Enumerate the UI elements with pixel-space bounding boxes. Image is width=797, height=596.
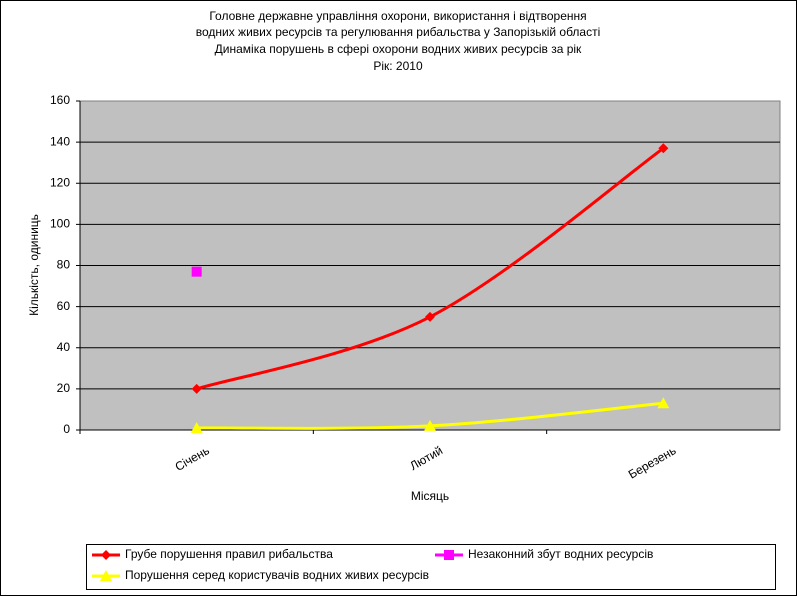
data-point [658,143,669,154]
chart-title: Рік: 2010 [373,59,423,73]
x-axis-label: Місяць [411,489,449,503]
data-point [425,311,435,322]
y-tick-label: 140 [50,134,70,148]
y-tick-label: 160 [50,93,70,107]
data-point [191,383,202,394]
data-point [191,266,202,277]
y-tick-label: 0 [63,422,70,436]
y-tick-label: 40 [57,340,71,354]
y-tick-label: 100 [50,217,70,231]
data-point [190,421,203,433]
legend-marker [444,550,454,560]
chart-title: водних живих ресурсів та регулювання риб… [196,25,601,39]
data-point [657,397,670,409]
legend [86,544,776,590]
legend-marker [101,550,111,560]
legend-marker [100,570,112,581]
y-tick-label: 120 [50,175,70,189]
legend-label: Порушення серед користувачів водних живи… [125,568,429,582]
y-tick-label: 20 [57,381,71,395]
legend-label: Незаконний збут водних ресурсів [468,547,653,561]
y-tick-label: 60 [57,299,71,313]
data-point [424,419,436,431]
y-tick-label: 80 [57,258,71,272]
legend-label: Грубе порушення правил рибальства [125,547,333,561]
chart-title: Динаміка порушень в сфері охорони водних… [215,42,582,56]
chart-title: Головне державне управління охорони, вик… [209,9,586,23]
y-axis-label: Кількість, одиниць [27,214,41,316]
